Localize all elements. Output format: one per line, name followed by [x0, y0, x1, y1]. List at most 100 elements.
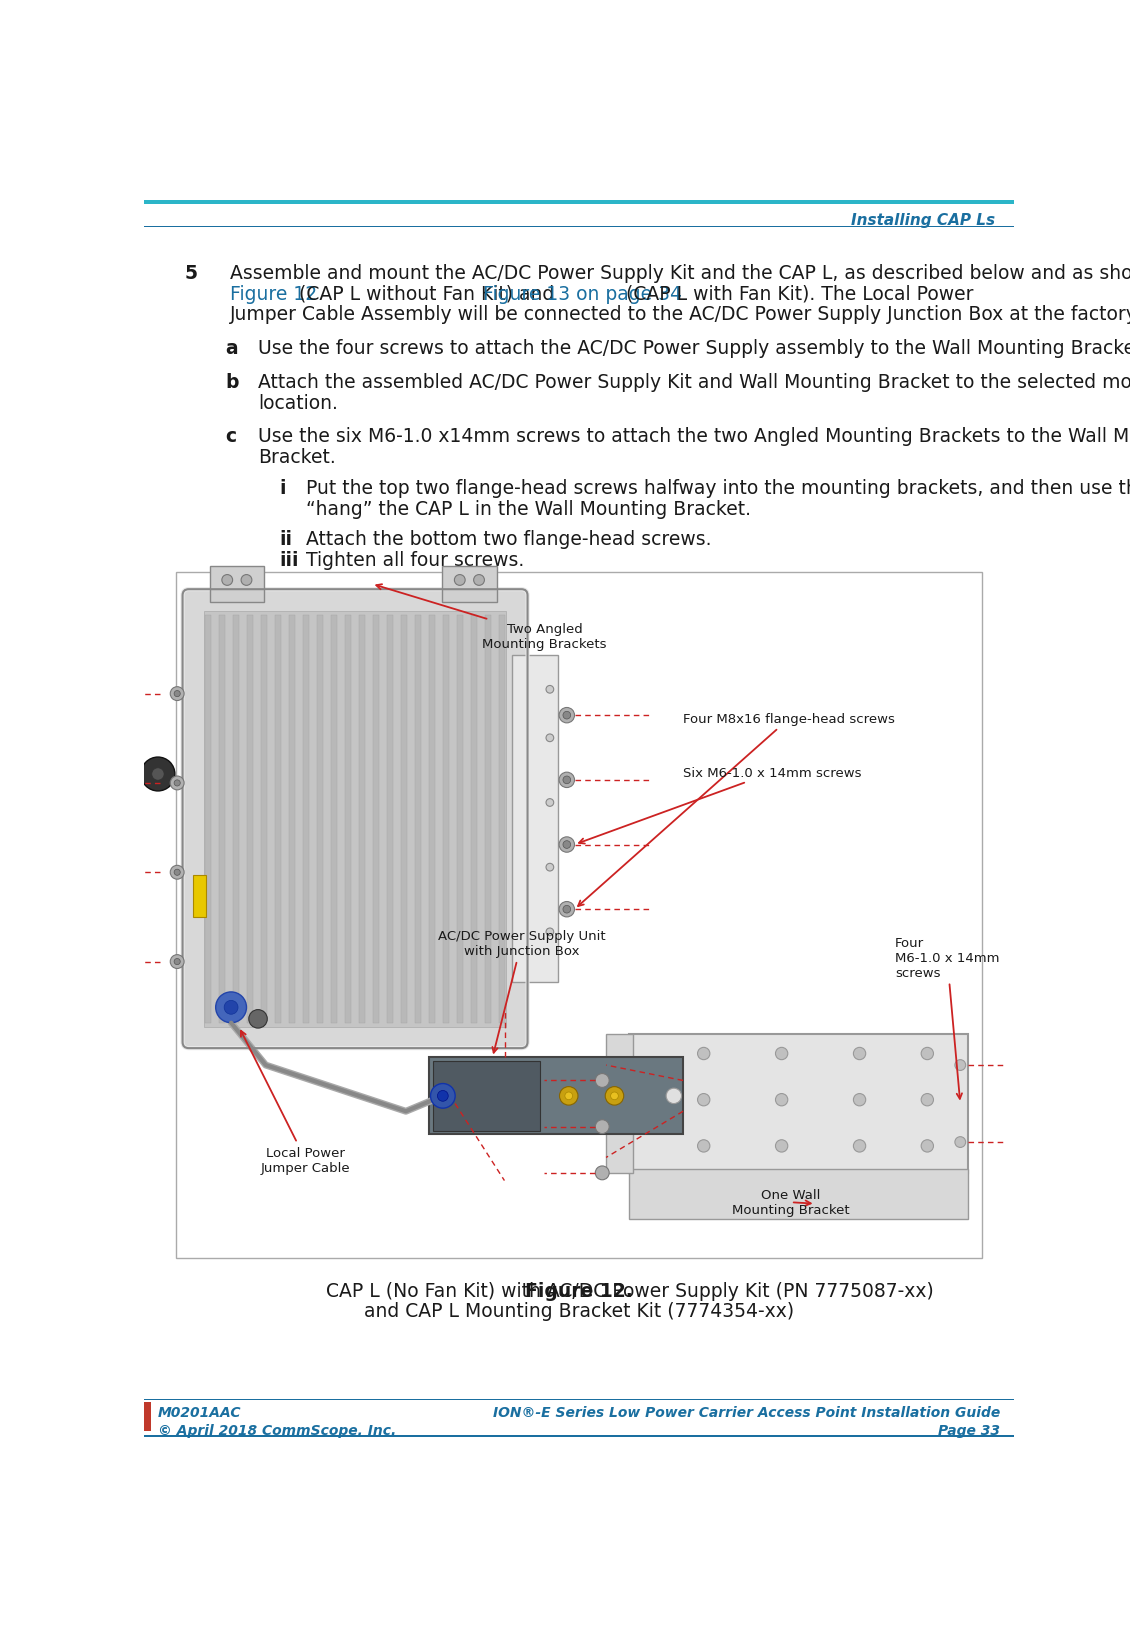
Text: 5: 5	[184, 263, 197, 282]
Text: c: c	[225, 426, 236, 446]
Bar	[316, 615, 323, 1023]
Text: Six M6-1.0 x 14mm screws: Six M6-1.0 x 14mm screws	[579, 767, 861, 844]
Text: One Wall
Mounting Bracket: One Wall Mounting Bracket	[732, 1188, 850, 1216]
Bar	[205, 612, 506, 1027]
Text: Figure 12: Figure 12	[231, 284, 318, 304]
Circle shape	[563, 712, 571, 720]
Text: Two Angled
Mounting Brackets: Two Angled Mounting Brackets	[376, 584, 607, 651]
Text: (CAP L with Fan Kit). The Local Power: (CAP L with Fan Kit). The Local Power	[620, 284, 973, 304]
Text: Page 33: Page 33	[938, 1423, 1000, 1438]
Text: Jumper Cable Assembly will be connected to the AC/DC Power Supply Junction Box a: Jumper Cable Assembly will be connected …	[231, 305, 1130, 325]
Bar	[289, 615, 295, 1023]
Text: and CAP L Mounting Bracket Kit (7774354-xx): and CAP L Mounting Bracket Kit (7774354-…	[364, 1302, 794, 1320]
Text: Attach the assembled AC/DC Power Supply Kit and Wall Mounting Bracket to the sel: Attach the assembled AC/DC Power Supply …	[258, 372, 1130, 392]
Text: a: a	[225, 339, 237, 357]
Circle shape	[546, 800, 554, 806]
Circle shape	[563, 840, 571, 849]
Bar	[219, 615, 225, 1023]
Circle shape	[853, 1141, 866, 1152]
Circle shape	[216, 992, 246, 1023]
Bar	[205, 615, 211, 1023]
Bar	[345, 615, 351, 1023]
Text: Four M8x16 flange-head screws: Four M8x16 flange-head screws	[579, 713, 895, 906]
Circle shape	[221, 574, 233, 586]
Circle shape	[563, 906, 571, 914]
Text: M0201AAC: M0201AAC	[158, 1405, 242, 1418]
FancyBboxPatch shape	[209, 566, 264, 602]
Circle shape	[431, 1084, 455, 1108]
Circle shape	[775, 1093, 788, 1106]
FancyBboxPatch shape	[442, 566, 497, 602]
FancyBboxPatch shape	[512, 656, 557, 982]
Bar	[471, 615, 477, 1023]
Circle shape	[921, 1048, 933, 1061]
Text: Use the four screws to attach the AC/DC Power Supply assembly to the Wall Mounti: Use the four screws to attach the AC/DC …	[258, 339, 1130, 357]
Circle shape	[775, 1141, 788, 1152]
Text: iii: iii	[279, 550, 299, 570]
Text: Local Power
Jumper Cable: Local Power Jumper Cable	[241, 1031, 350, 1173]
Circle shape	[921, 1141, 933, 1152]
Circle shape	[559, 772, 574, 788]
Circle shape	[955, 1138, 966, 1147]
Text: b: b	[225, 372, 238, 392]
Circle shape	[921, 1093, 933, 1106]
Circle shape	[559, 708, 574, 723]
Bar	[303, 615, 310, 1023]
Circle shape	[174, 780, 181, 787]
Circle shape	[171, 867, 184, 880]
Circle shape	[596, 1120, 609, 1134]
Text: Tighten all four screws.: Tighten all four screws.	[306, 550, 524, 570]
Circle shape	[596, 1167, 609, 1180]
Circle shape	[174, 870, 181, 876]
Bar	[401, 615, 407, 1023]
Text: Figure 12.: Figure 12.	[525, 1281, 633, 1299]
Circle shape	[565, 1092, 573, 1100]
Circle shape	[853, 1093, 866, 1106]
Circle shape	[454, 574, 466, 586]
Circle shape	[546, 929, 554, 937]
Text: CAP L (No Fan Kit) with AC/DC Power Supply Kit (PN 7775087-xx): CAP L (No Fan Kit) with AC/DC Power Supp…	[320, 1281, 933, 1299]
Circle shape	[151, 769, 164, 780]
Circle shape	[559, 837, 574, 852]
Circle shape	[546, 685, 554, 694]
Bar	[415, 615, 421, 1023]
Circle shape	[174, 690, 181, 697]
Bar	[606, 1035, 633, 1173]
Text: (CAP L without Fan Kit) and: (CAP L without Fan Kit) and	[294, 284, 560, 304]
Bar	[247, 615, 253, 1023]
Bar	[145, 1402, 151, 1431]
Bar	[359, 615, 365, 1023]
Text: Attach the bottom two flange-head screws.: Attach the bottom two flange-head screws…	[306, 530, 711, 548]
Circle shape	[853, 1048, 866, 1061]
Bar	[457, 615, 463, 1023]
Circle shape	[249, 1010, 268, 1028]
Circle shape	[563, 777, 571, 785]
Bar	[429, 1058, 683, 1134]
Bar	[275, 615, 281, 1023]
Circle shape	[697, 1141, 710, 1152]
Circle shape	[141, 757, 175, 792]
Bar	[233, 615, 240, 1023]
Bar	[629, 1169, 968, 1219]
Circle shape	[610, 1092, 618, 1100]
Circle shape	[241, 574, 252, 586]
Circle shape	[171, 777, 184, 790]
Bar	[261, 615, 267, 1023]
Circle shape	[596, 1074, 609, 1087]
Bar	[176, 573, 982, 1258]
Bar	[443, 615, 450, 1023]
Bar	[192, 875, 207, 917]
FancyBboxPatch shape	[183, 589, 528, 1048]
Circle shape	[667, 1089, 681, 1103]
Text: AC/DC Power Supply Unit
with Junction Box: AC/DC Power Supply Unit with Junction Bo…	[437, 930, 606, 1053]
Bar	[386, 615, 393, 1023]
Circle shape	[955, 1061, 966, 1071]
Bar	[485, 615, 492, 1023]
Circle shape	[473, 574, 485, 586]
Text: ION®-E Series Low Power Carrier Access Point Installation Guide: ION®-E Series Low Power Carrier Access P…	[493, 1405, 1000, 1418]
Text: Installing CAP Ls: Installing CAP Ls	[851, 212, 994, 228]
Text: Figure 13 on page 34: Figure 13 on page 34	[483, 284, 681, 304]
Text: © April 2018 CommScope, Inc.: © April 2018 CommScope, Inc.	[158, 1423, 397, 1438]
Text: location.: location.	[258, 393, 338, 413]
Text: Bracket.: Bracket.	[258, 447, 336, 467]
